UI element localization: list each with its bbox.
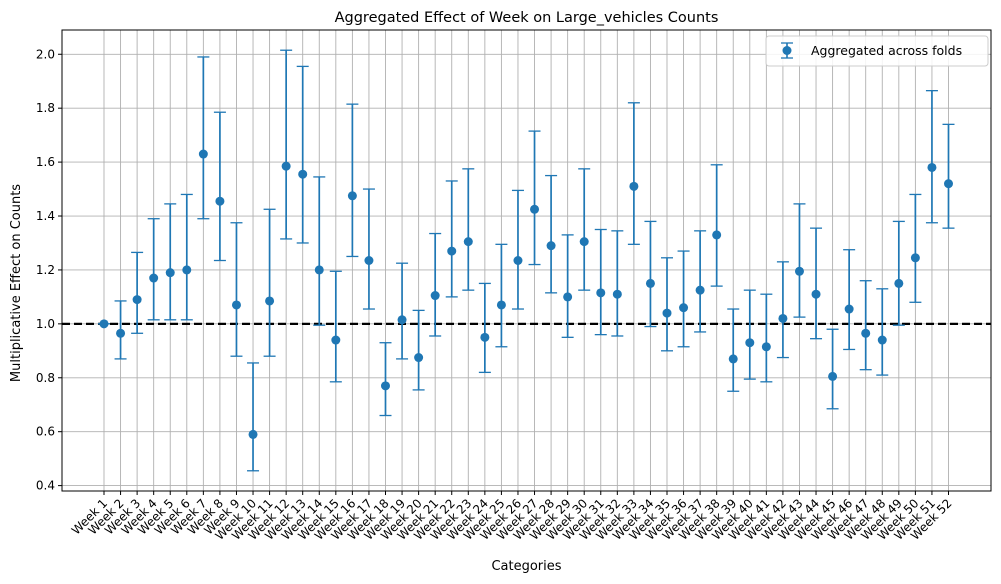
chart-title: Aggregated Effect of Week on Large_vehic… xyxy=(335,10,719,26)
data-point xyxy=(944,179,953,189)
data-point xyxy=(182,265,192,275)
data-point xyxy=(198,149,208,159)
y-tick-label: 1.4 xyxy=(36,209,55,223)
data-point xyxy=(165,268,175,278)
data-point xyxy=(612,289,622,299)
data-point xyxy=(828,371,838,381)
data-point xyxy=(728,354,738,364)
data-point xyxy=(712,230,722,240)
data-point xyxy=(116,328,126,338)
data-point xyxy=(314,265,324,275)
data-point xyxy=(811,289,821,299)
data-point xyxy=(248,429,258,439)
y-tick-label: 0.8 xyxy=(36,371,55,385)
errorbar-layer xyxy=(98,49,955,472)
data-point xyxy=(99,319,109,329)
data-point xyxy=(347,191,357,201)
y-tick-label: 0.6 xyxy=(36,425,55,439)
data-point xyxy=(231,300,241,310)
data-point xyxy=(563,292,573,302)
y-tick-label: 1.0 xyxy=(36,317,55,331)
plot-frame xyxy=(61,29,992,492)
data-point xyxy=(679,303,689,313)
data-point xyxy=(281,161,291,171)
y-tick-label: 0.4 xyxy=(36,479,55,493)
data-point xyxy=(463,237,473,247)
data-point xyxy=(861,328,871,338)
y-tick-label: 1.2 xyxy=(36,263,55,277)
y-tick-label: 2.0 xyxy=(36,47,55,61)
data-point xyxy=(877,335,887,345)
data-point xyxy=(530,204,540,214)
x-axis-label: Categories xyxy=(491,559,561,574)
data-point xyxy=(447,246,457,256)
data-point xyxy=(132,295,142,305)
y-tick-label: 1.8 xyxy=(36,101,55,115)
data-point xyxy=(629,181,639,191)
data-point xyxy=(546,241,556,251)
data-point xyxy=(496,300,506,310)
data-point xyxy=(596,288,606,298)
data-point xyxy=(745,338,755,348)
data-point xyxy=(430,291,440,301)
data-point xyxy=(298,169,308,179)
data-point xyxy=(761,342,771,352)
data-point xyxy=(149,273,159,283)
data-point xyxy=(265,296,275,306)
data-point xyxy=(910,253,920,263)
data-point xyxy=(844,304,854,314)
data-point xyxy=(414,353,424,363)
data-point xyxy=(215,196,225,206)
legend-frame xyxy=(765,35,989,67)
data-point xyxy=(397,315,407,325)
data-point xyxy=(579,237,589,247)
grid-layer xyxy=(62,30,991,491)
y-axis-label: Multiplicative Effect on Counts xyxy=(9,184,24,382)
data-point xyxy=(645,278,655,288)
data-point xyxy=(364,256,374,265)
data-point xyxy=(513,256,523,265)
data-point xyxy=(480,332,490,342)
data-point xyxy=(778,313,788,323)
y-tick-label: 1.6 xyxy=(36,155,55,169)
data-point xyxy=(894,278,904,288)
legend-label: Aggregated across folds xyxy=(811,43,962,58)
y-tick-layer: 0.4 0.6 0.8 1.0 1.2 1.4 1.6 1.8 2.0 xyxy=(36,47,62,493)
data-point xyxy=(331,335,341,345)
data-point xyxy=(381,381,390,391)
data-point xyxy=(662,308,672,318)
legend: Aggregated across folds xyxy=(765,35,989,67)
data-point xyxy=(927,162,937,172)
data-point xyxy=(794,266,804,276)
legend-marker xyxy=(782,46,792,55)
marker-layer xyxy=(99,149,953,439)
data-point xyxy=(695,285,705,295)
